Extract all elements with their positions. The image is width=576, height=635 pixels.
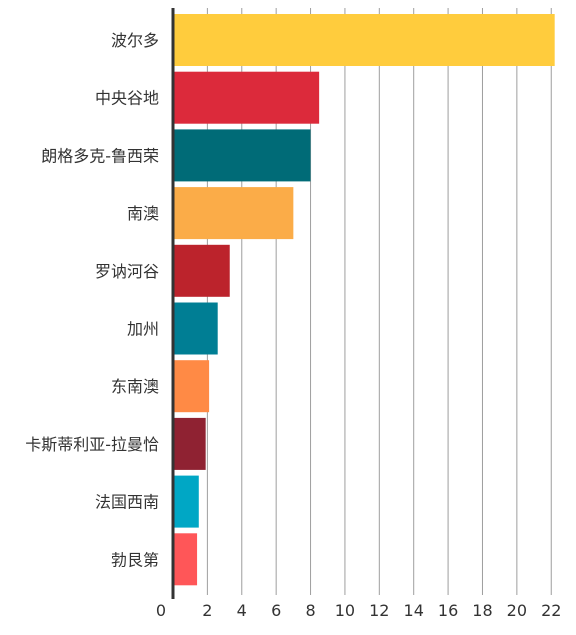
- x-tick-label: 18: [472, 601, 492, 620]
- bars: [173, 14, 555, 586]
- category-label: 南澳: [127, 204, 159, 223]
- x-tick-label: 14: [404, 601, 424, 620]
- bar: [173, 71, 320, 124]
- bar: [173, 14, 555, 66]
- x-tick-label: 0: [156, 601, 166, 620]
- bar: [173, 129, 311, 182]
- category-label: 中央谷地: [95, 89, 159, 108]
- category-label: 波尔多: [111, 31, 159, 50]
- bar: [173, 475, 199, 528]
- x-tick-label: 8: [305, 601, 315, 620]
- category-label: 东南澳: [111, 377, 159, 396]
- x-tick-label: 4: [237, 601, 247, 620]
- x-tick-label: 10: [335, 601, 355, 620]
- category-label: 罗讷河谷: [95, 262, 159, 281]
- bar: [173, 533, 198, 586]
- x-tick-label: 6: [271, 601, 281, 620]
- bar: [173, 360, 210, 413]
- x-tick-label: 12: [369, 601, 389, 620]
- x-tick-labels: 0 2 4 6 8 10 12 14 16 18 20 22: [156, 601, 562, 620]
- x-tick-label: 20: [507, 601, 527, 620]
- bar: [173, 187, 294, 240]
- bar: [173, 244, 230, 297]
- bar: [173, 302, 218, 355]
- x-tick-label: 16: [438, 601, 458, 620]
- category-labels: 波尔多中央谷地朗格多克-鲁西荣南澳罗讷河谷加州东南澳卡斯蒂利亚-拉曼恰法国西南勃…: [25, 31, 159, 569]
- bar: [173, 417, 206, 470]
- category-label: 朗格多克-鲁西荣: [41, 146, 159, 165]
- category-label: 加州: [127, 320, 159, 339]
- x-tick-label: 22: [541, 601, 561, 620]
- category-label: 勃艮第: [111, 550, 159, 569]
- category-label: 法国西南: [95, 493, 159, 512]
- category-label: 卡斯蒂利亚-拉曼恰: [25, 435, 159, 454]
- x-tick-label: 2: [202, 601, 212, 620]
